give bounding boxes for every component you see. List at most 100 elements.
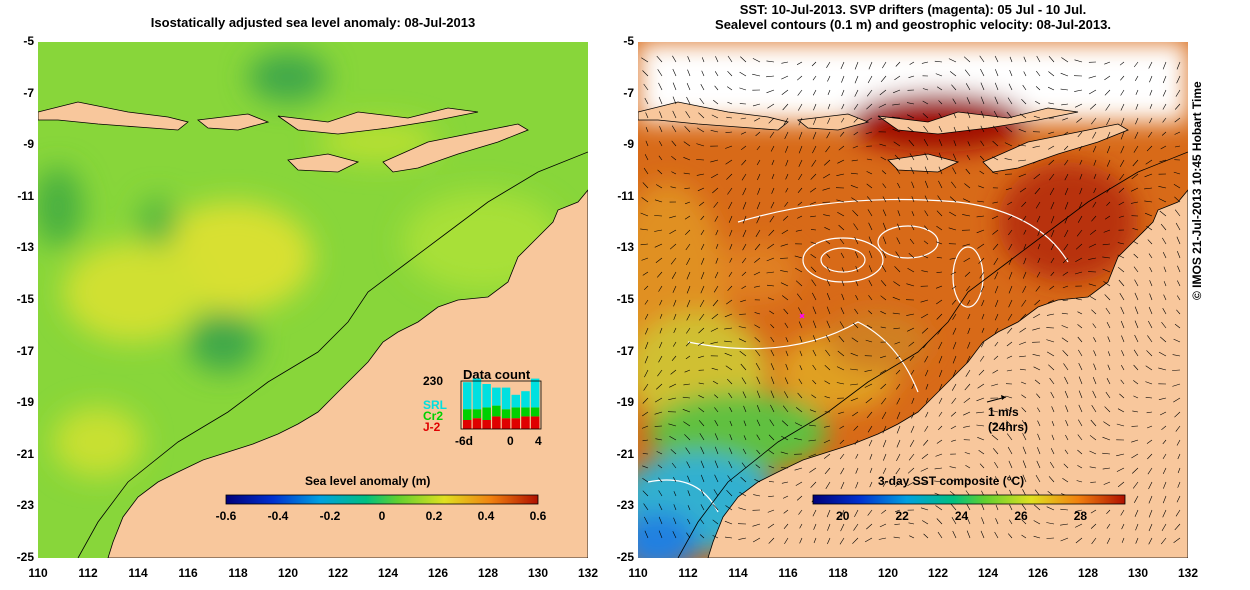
velocity-arrow: [794, 467, 803, 471]
velocity-arrow: [644, 313, 649, 320]
sst-colorbar-title: 3-day SST composite (°C): [878, 474, 1025, 488]
velocity-arrow: [1148, 537, 1153, 545]
velocity-arrow: [700, 474, 705, 483]
velocity-arrow: [714, 433, 719, 441]
velocity-arrow: [825, 481, 831, 489]
velocity-arrow: [726, 173, 733, 180]
velocity-arrow: [1022, 433, 1027, 441]
right-lat-tick: -15: [616, 292, 634, 306]
velocity-arrow: [868, 439, 873, 447]
velocity-arrow: [936, 86, 943, 91]
velocity-arrow: [738, 326, 747, 329]
velocity-arrow: [1102, 452, 1111, 455]
velocity-arrow: [1018, 173, 1027, 178]
velocity-arrow: [822, 173, 831, 179]
velocity-arrow: [979, 170, 985, 175]
velocity-arrow: [741, 285, 747, 289]
velocity-arrow: [742, 243, 747, 251]
velocity-arrow: [700, 519, 705, 525]
velocity-arrow: [1102, 256, 1111, 259]
velocity-arrow: [1119, 393, 1125, 399]
velocity-arrow: [1075, 523, 1083, 528]
velocity-arrow: [1062, 299, 1069, 301]
velocity-arrow: [643, 167, 649, 175]
velocity-arrow: [798, 117, 803, 126]
velocity-arrow: [714, 474, 719, 483]
velocity-arrow: [1020, 313, 1027, 320]
velocity-arrow: [741, 159, 747, 166]
velocity-arrow: [952, 98, 957, 105]
velocity-arrow: [882, 467, 887, 474]
velocity-arrow: [952, 167, 957, 175]
velocity-arrow: [1076, 480, 1083, 483]
velocity-arrow: [1046, 351, 1055, 357]
velocity-arrow: [686, 313, 691, 321]
sealevel-contours: [647, 198, 1069, 513]
velocity-arrow: [1134, 279, 1139, 287]
velocity-arrow: [1022, 446, 1027, 455]
velocity-arrow: [713, 489, 719, 497]
velocity-arrow: [1145, 381, 1153, 385]
velocity-arrow: [895, 369, 901, 375]
velocity-arrow: [1120, 509, 1125, 516]
velocity-arrow: [1047, 86, 1055, 91]
velocity-arrow: [1134, 131, 1139, 139]
velocity-arrow: [879, 523, 887, 528]
velocity-arrow: [1158, 367, 1167, 371]
velocity-arrow: [1106, 523, 1111, 529]
velocity-arrow: [879, 369, 887, 374]
velocity-arrow: [1009, 519, 1013, 525]
velocity-arrow: [1050, 391, 1055, 399]
velocity-arrow: [839, 453, 845, 460]
velocity-arrow: [1093, 337, 1097, 343]
data-count-bar: [530, 407, 540, 417]
velocity-arrow: [1060, 72, 1069, 77]
velocity-arrow: [1146, 145, 1153, 152]
velocity-arrow: [799, 537, 803, 544]
velocity-arrow: [949, 257, 957, 260]
velocity-arrow: [673, 476, 677, 483]
velocity-arrow: [754, 312, 761, 315]
velocity-arrow: [687, 56, 691, 63]
velocity-arrow: [1022, 285, 1027, 293]
velocity-arrow: [841, 89, 845, 97]
velocity-arrow: [1106, 187, 1111, 193]
velocity-arrow: [1174, 145, 1181, 148]
velocity-arrow: [866, 103, 873, 110]
velocity-arrow: [923, 125, 929, 133]
velocity-arrow: [841, 75, 845, 83]
right-lon-tick: 126: [1027, 566, 1049, 580]
velocity-arrow: [883, 453, 887, 461]
sumbawa-flores: [277, 107, 479, 135]
left-map-title: Isostatically adjusted sea level anomaly…: [150, 15, 476, 30]
velocity-arrow: [727, 101, 733, 105]
velocity-arrow: [1005, 407, 1013, 413]
velocity-arrow: [1091, 215, 1097, 222]
right-lat-tick: -11: [617, 188, 634, 203]
velocity-arrow: [1088, 89, 1097, 95]
velocity-arrow: [714, 215, 719, 222]
velocity-arrow: [701, 57, 705, 63]
velocity-arrow: [1107, 336, 1111, 343]
velocity-arrow: [798, 307, 803, 315]
velocity-arrow: [868, 236, 873, 245]
velocity-arrow: [1131, 439, 1139, 443]
velocity-arrow: [1103, 481, 1111, 485]
velocity-arrow: [1147, 467, 1153, 475]
right-lon-tick: 118: [828, 566, 848, 580]
velocity-arrow: [967, 299, 971, 305]
velocity-arrow: [951, 285, 957, 290]
velocity-arrow: [1161, 322, 1167, 329]
velocity-arrow: [893, 536, 901, 539]
velocity-arrow: [1144, 173, 1153, 178]
velocity-arrow: [1149, 266, 1153, 273]
velocity-arrow: [782, 495, 789, 499]
velocity-arrow: [1117, 481, 1125, 488]
velocity-arrow: [1048, 56, 1055, 63]
velocity-arrow: [976, 397, 985, 402]
velocity-arrow: [1049, 187, 1055, 196]
velocity-arrow: [896, 397, 901, 405]
velocity-arrow: [812, 145, 817, 154]
velocity-arrow: [1077, 434, 1083, 441]
velocity-arrow: [938, 139, 943, 147]
